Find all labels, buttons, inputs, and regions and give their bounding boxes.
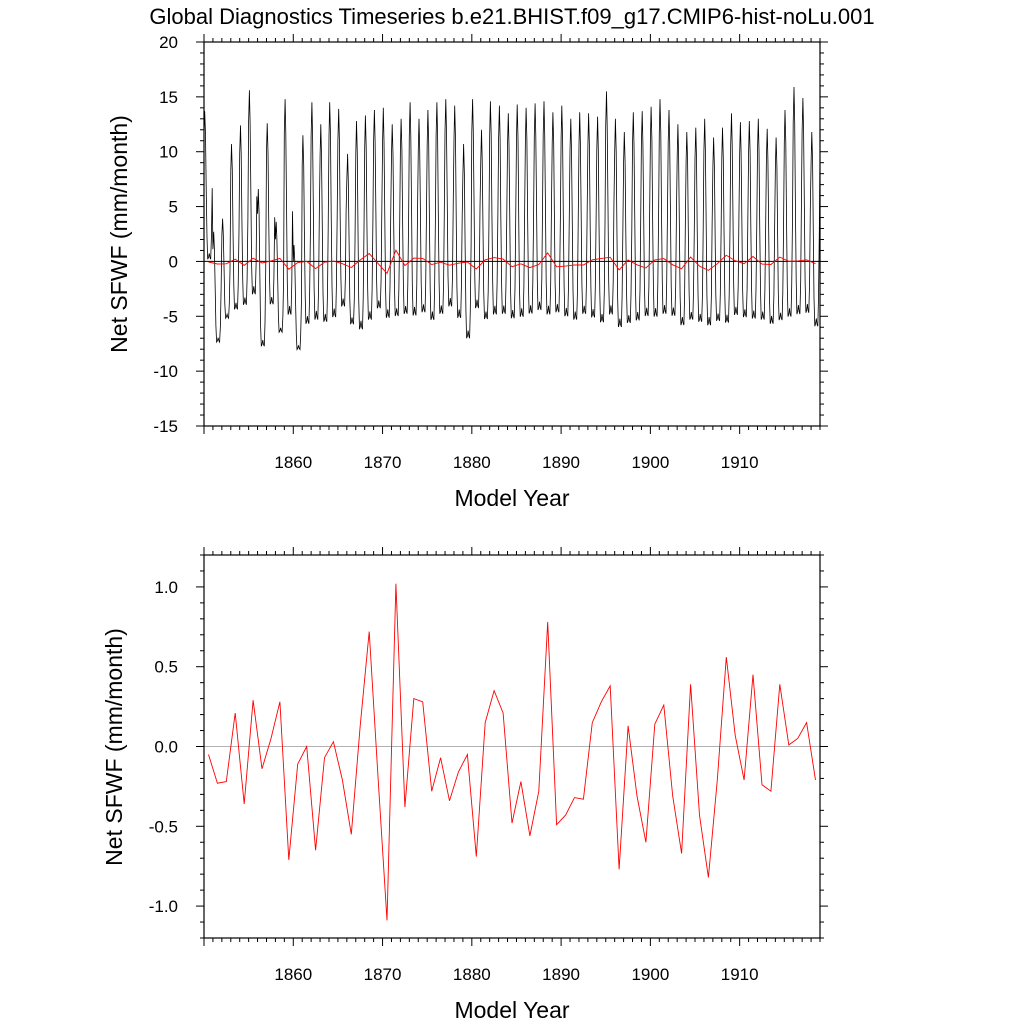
bottom-panel-series-line-0 bbox=[208, 583, 816, 921]
top-panel-x-tick-label: 1900 bbox=[631, 453, 669, 472]
top-panel-xlabel: Model Year bbox=[454, 485, 569, 511]
top-panel-y-tick-label: -10 bbox=[153, 362, 178, 381]
bottom-panel-y-tick-label: -0.5 bbox=[149, 817, 178, 836]
top-panel-y-tick-label: 15 bbox=[159, 88, 178, 107]
top-panel-x-tick-label: 1890 bbox=[542, 453, 580, 472]
bottom-panel-y-tick-label: 1.0 bbox=[154, 578, 178, 597]
bottom-panel-xlabel: Model Year bbox=[454, 997, 569, 1023]
top-panel-y-tick-label: 0 bbox=[169, 252, 178, 271]
top-panel-y-tick-label: -5 bbox=[163, 307, 178, 326]
bottom-panel-x-tick-label: 1880 bbox=[453, 965, 491, 984]
top-panel: Model Year Net SFWF (mm/month) 1860 1870 1… bbox=[106, 33, 828, 511]
bottom-panel: Model Year Net SFWF (mm/month) 1860 1870 1… bbox=[101, 547, 828, 1023]
top-panel-series-line-0 bbox=[203, 86, 821, 351]
top-panel-y-tick-label: 20 bbox=[159, 33, 178, 52]
top-panel-x-tick-label: 1910 bbox=[721, 453, 759, 472]
page-title: Global Diagnostics Timeseries b.e21.BHIS… bbox=[149, 4, 874, 29]
bottom-panel-x-tick-label: 1890 bbox=[542, 965, 580, 984]
top-panel-x-tick-label: 1860 bbox=[274, 453, 312, 472]
bottom-panel-x-tick-label: 1900 bbox=[631, 965, 669, 984]
top-panel-y-tick-label: 10 bbox=[159, 143, 178, 162]
top-panel-y-tick-label: -15 bbox=[153, 417, 178, 436]
top-panel-x-tick-label: 1880 bbox=[453, 453, 491, 472]
bottom-panel-y-tick-label: -1.0 bbox=[149, 897, 178, 916]
top-panel-series-line-1 bbox=[208, 249, 816, 275]
top-panel-x-tick-label: 1870 bbox=[364, 453, 402, 472]
top-panel-y-tick-label: 5 bbox=[169, 198, 178, 217]
top-panel-frame bbox=[203, 41, 821, 427]
bottom-panel-y-tick-label: 0.0 bbox=[154, 738, 178, 757]
top-panel-ylabel: Net SFWF (mm/month) bbox=[106, 115, 132, 353]
bottom-panel-x-tick-label: 1870 bbox=[364, 965, 402, 984]
bottom-panel-ylabel: Net SFWF (mm/month) bbox=[101, 628, 127, 866]
bottom-panel-x-tick-label: 1860 bbox=[274, 965, 312, 984]
bottom-panel-y-tick-label: 0.5 bbox=[154, 658, 178, 677]
bottom-panel-x-tick-label: 1910 bbox=[721, 965, 759, 984]
